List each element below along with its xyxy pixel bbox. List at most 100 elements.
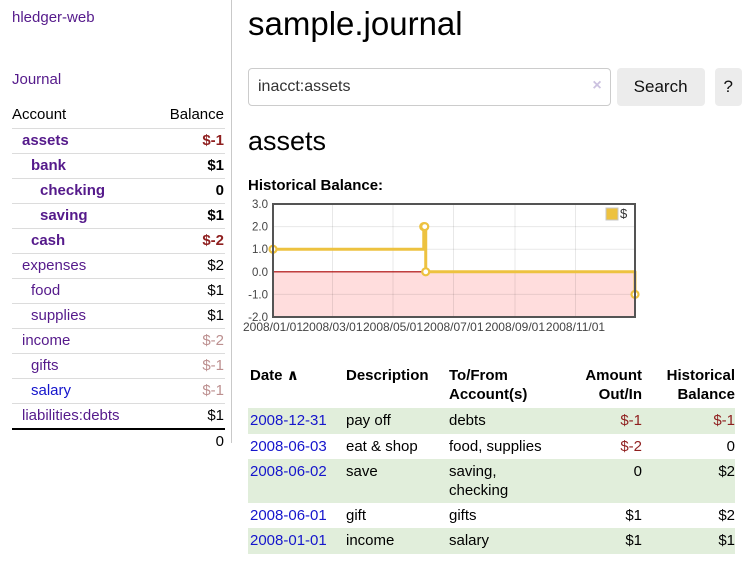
accounts-total-value: 0 — [150, 428, 225, 454]
main-content: sample.journal × Search ? assets Histori… — [243, 0, 742, 554]
svg-text:0.0: 0.0 — [252, 267, 268, 279]
transaction-description: save — [346, 458, 449, 504]
transactions-table: Date ∧ Description To/From Account(s) Am… — [248, 363, 735, 554]
transaction-accounts-line: salary — [449, 532, 490, 550]
balance-header-line2: Balance — [677, 385, 735, 403]
date-header-label: Date — [250, 366, 283, 384]
account-link-salary[interactable]: salary — [31, 382, 72, 399]
transaction-date-link[interactable]: 2008-01-01 — [250, 532, 327, 550]
svg-text:2008/11/01: 2008/11/01 — [546, 320, 605, 334]
transaction-balance: $2 — [642, 458, 735, 504]
amount-header-line1: Amount — [585, 366, 642, 384]
account-balance: $2 — [150, 253, 225, 279]
transaction-description: gift — [346, 507, 367, 525]
account-link-expenses[interactable]: expenses — [22, 257, 87, 274]
account-heading: assets — [248, 125, 327, 156]
account-balance: $1 — [150, 403, 225, 429]
transaction-balance: $-1 — [642, 408, 735, 434]
transaction-balance: $1 — [642, 528, 735, 554]
account-row: income $-2 — [12, 328, 225, 354]
account-link-cash[interactable]: cash — [31, 232, 66, 249]
transaction-date-link[interactable]: 2008-12-31 — [250, 412, 327, 430]
svg-text:2008/05/01: 2008/05/01 — [363, 320, 423, 334]
account-row: supplies $1 — [12, 303, 225, 329]
account-link-assets[interactable]: assets — [22, 132, 69, 149]
accounts-table: Account Balance assets $-1 bank $1 checking 0… — [12, 103, 225, 454]
account-row: checking 0 — [12, 178, 225, 204]
transaction-amount: $-2 — [620, 437, 642, 455]
search-input[interactable] — [248, 67, 611, 106]
svg-text:$: $ — [620, 206, 628, 221]
account-balance: $1 — [150, 303, 225, 329]
transaction-accounts-line: gifts — [449, 507, 477, 525]
transaction-accounts: food, supplies — [449, 434, 578, 459]
search-button[interactable]: Search — [616, 67, 705, 106]
accounts-table-body: assets $-1 bank $1 checking 0 saving $1 cash $-2 e… — [12, 128, 225, 429]
account-balance: $1 — [150, 153, 225, 179]
transaction-accounts: gifts — [449, 503, 578, 528]
account-link-bank[interactable]: bank — [31, 157, 67, 174]
account-balance: $-1 — [150, 128, 225, 154]
column-header-amount: Amount Out/In — [578, 363, 642, 409]
account-link-supplies[interactable]: supplies — [31, 307, 87, 324]
account-balance: $-1 — [150, 353, 225, 379]
transaction-accounts-line: saving, — [449, 462, 497, 480]
transaction-accounts: saving, checking — [449, 458, 578, 504]
column-header-balance: Historical Balance — [642, 363, 735, 409]
svg-text:2008/01/01: 2008/01/01 — [243, 320, 303, 334]
help-button[interactable]: ? — [714, 67, 742, 106]
account-row: bank $1 — [12, 153, 225, 179]
transaction-accounts-line: food, supplies — [449, 437, 542, 455]
transaction-accounts: debts — [449, 408, 578, 434]
transaction-balance: $2 — [718, 507, 735, 525]
transaction-date-link[interactable]: 2008-06-03 — [250, 437, 327, 455]
account-link-income[interactable]: income — [22, 332, 71, 349]
chart-title: Historical Balance: — [248, 176, 384, 194]
account-link-checking[interactable]: checking — [40, 182, 106, 199]
app-title-link[interactable]: hledger-web — [12, 9, 95, 26]
account-link-gifts[interactable]: gifts — [31, 357, 59, 374]
transaction-description: pay off — [346, 408, 449, 434]
account-row: gifts $-1 — [12, 353, 225, 379]
search-form: × Search ? — [248, 67, 742, 106]
account-row: saving $1 — [12, 203, 225, 229]
column-header-description: Description — [346, 366, 429, 384]
accounts-total-row: 0 — [12, 428, 225, 454]
account-balance: 0 — [150, 178, 225, 204]
accounts-header-balance: Balance — [169, 106, 224, 123]
amount-header-line2: Out/In — [598, 385, 642, 403]
svg-text:2008/09/01: 2008/09/01 — [485, 320, 545, 334]
transaction-date-link[interactable]: 2008-06-01 — [250, 507, 327, 525]
svg-text:1.0: 1.0 — [252, 244, 268, 256]
column-header-date[interactable]: Date ∧ — [248, 363, 346, 409]
svg-text:-1.0: -1.0 — [248, 289, 268, 301]
sidebar: hledger-web Journal Account Balance asse… — [0, 0, 231, 454]
account-row: liabilities:debts $1 — [12, 403, 225, 429]
transaction-amount: $-1 — [578, 408, 642, 434]
transactions-header-row: Date ∧ Description To/From Account(s) Am… — [248, 363, 735, 409]
column-header-accounts: To/From Account(s) — [449, 363, 578, 409]
transaction-date-link[interactable]: 2008-06-02 — [250, 462, 327, 480]
account-balance: $-1 — [150, 378, 225, 404]
account-balance: $-2 — [150, 228, 225, 254]
account-row: cash $-2 — [12, 228, 225, 254]
account-row: salary $-1 — [12, 378, 225, 404]
transactions-table-body: 2008-12-31 pay off debts $-1 $-1 2008-06-03 ea… — [248, 408, 735, 554]
account-balance: $1 — [150, 278, 225, 304]
transaction-row: 2008-12-31 pay off debts $-1 $-1 — [248, 408, 735, 434]
account-link-saving[interactable]: saving — [40, 207, 88, 224]
account-row: expenses $2 — [12, 253, 225, 279]
account-link-liabilities-debts[interactable]: liabilities:debts — [22, 407, 120, 424]
transaction-accounts: salary — [449, 528, 578, 554]
account-balance: $-2 — [150, 328, 225, 354]
clear-search-icon[interactable]: × — [592, 76, 602, 94]
transaction-amount: $1 — [625, 507, 642, 525]
transaction-description: income — [346, 528, 449, 554]
transaction-accounts-line: checking — [449, 482, 509, 500]
account-balance: $1 — [150, 203, 225, 229]
svg-text:3.0: 3.0 — [252, 199, 268, 211]
sidebar-item-journal[interactable]: Journal — [12, 71, 62, 88]
transaction-description: eat & shop — [346, 437, 418, 455]
account-link-food[interactable]: food — [31, 282, 61, 299]
